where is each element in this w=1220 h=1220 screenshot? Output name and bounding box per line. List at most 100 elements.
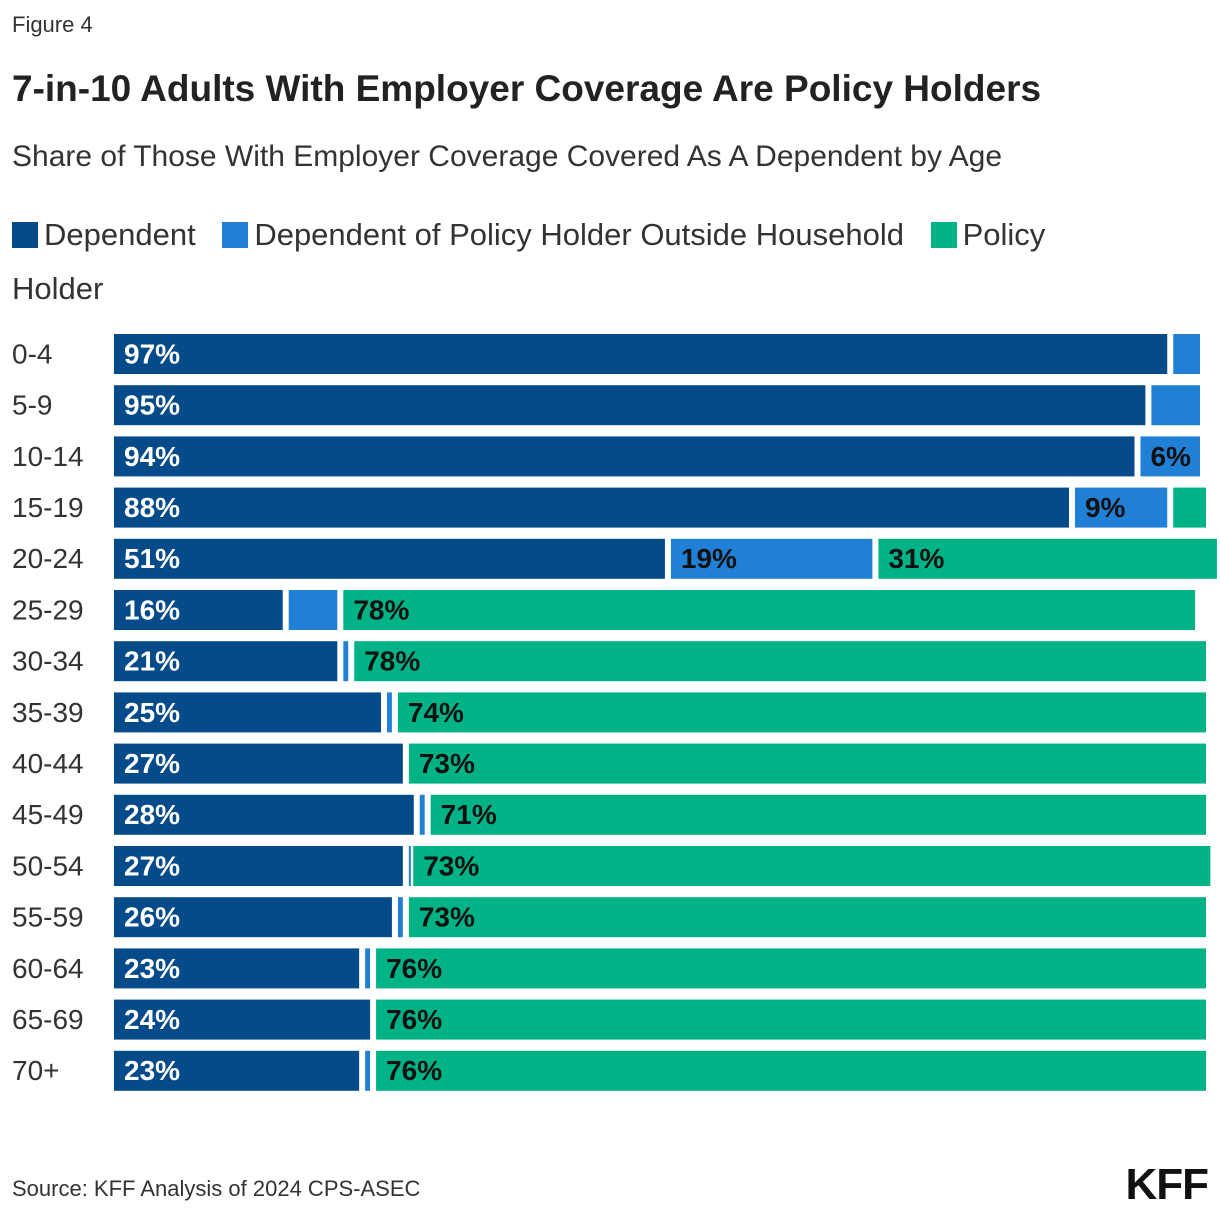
data-label: 28% [124,799,180,830]
bar-segment [114,590,283,630]
bar-segment [1173,334,1200,374]
data-label: 25% [124,697,180,728]
bar-segment [114,743,403,784]
bar-segment [365,948,371,989]
y-tick-label: 30-34 [12,646,84,677]
bar-segment [1151,385,1200,426]
bar-segment [365,1050,371,1091]
data-label: 76% [386,953,442,984]
legend-swatch [930,222,957,248]
bar-segment [397,897,403,938]
bar-segment [114,692,381,733]
bar-segment [354,641,1206,682]
legend-swatch [12,222,38,248]
bar-segment [114,436,1135,477]
y-tick-label: 35-39 [12,697,84,728]
legend-label: Policy Holder [12,217,1046,306]
data-label: 21% [124,646,180,677]
bar-segment [408,743,1207,784]
y-tick-label: 40-44 [12,748,84,779]
legend-item: Policy Holder [12,217,1045,306]
bar-segment [878,538,1217,579]
bar-segment [1140,436,1200,477]
data-label: 9% [1085,492,1126,523]
data-label: 23% [124,953,180,984]
bar-segment [114,487,1069,528]
data-label: 31% [888,543,944,574]
bar-segment [419,794,425,835]
legend: Dependent Dependent of Policy Holder Out… [12,208,1132,316]
bar-segment [397,692,1206,733]
chart-subtitle: Share of Those With Employer Coverage Co… [12,140,1003,173]
bar-segment [114,897,392,938]
y-tick-label: 70+ [12,1055,60,1086]
data-label: 24% [124,1004,180,1035]
chart-title: 7-in-10 Adults With Employer Coverage Ar… [12,68,1042,109]
bar-segment [376,999,1207,1040]
data-label: 26% [124,902,180,933]
y-tick-label: 55-59 [12,902,84,933]
figure-label: Figure 4 [12,12,93,37]
bar-segment [408,897,1207,938]
legend-swatch [222,222,249,248]
data-label: 19% [681,543,737,574]
y-tick-label: 5-9 [12,390,52,421]
bar-segment [114,334,1168,374]
data-label: 23% [124,1055,180,1086]
data-label: 95% [124,390,180,421]
data-label: 51% [124,543,180,574]
bar-segment [1074,487,1168,528]
y-tick-label: 60-64 [12,953,84,984]
data-label: 73% [419,902,475,933]
bar-segment [1173,487,1206,528]
bar-segment [670,538,873,579]
data-label: 76% [386,1004,442,1035]
data-label: 73% [419,748,475,779]
data-label: 97% [124,338,180,369]
data-label: 76% [386,1055,442,1086]
bar-segment [114,999,371,1040]
y-tick-label: 45-49 [12,799,84,830]
data-label: 74% [408,697,464,728]
y-tick-label: 65-69 [12,1004,84,1035]
data-label: 94% [124,441,180,472]
bar-segment [114,1050,360,1091]
chart: 0-4 97% 5-9 95% 10-14 94% 6% 15-19 88% 9% 20-24 51%… [12,334,1217,1091]
y-tick-label: 25-29 [12,594,84,625]
bar-segment [387,692,392,733]
bar-segment [413,846,1211,886]
bar-segment [376,948,1207,989]
y-tick-label: 10-14 [12,441,84,472]
bar-segment [288,590,338,630]
data-label: 27% [124,748,180,779]
bar-segment [114,641,338,682]
legend-item: Dependent [12,217,196,252]
legend-label: Dependent of Policy Holder Outside House… [254,217,904,252]
bar-segment [114,385,1146,426]
y-tick-label: 15-19 [12,492,84,523]
logo: KFF [1125,1160,1209,1209]
bar-segment [430,794,1206,835]
bar-segment [114,948,360,989]
data-label: 27% [124,850,180,881]
data-label: 78% [364,646,420,677]
y-tick-label: 0-4 [12,338,52,369]
data-label: 78% [353,594,409,625]
y-tick-label: 20-24 [12,543,84,574]
data-label: 16% [124,594,180,625]
bar-segment [408,846,411,886]
bar-segment [376,1050,1207,1091]
legend-item: Dependent of Policy Holder Outside House… [222,217,904,252]
data-label: 6% [1150,441,1191,472]
bar-segment [114,846,403,886]
bar-segment [343,590,1196,630]
bar-segment [114,538,665,579]
legend-label: Dependent [44,217,196,252]
data-label: 88% [124,492,180,523]
data-label: 73% [423,850,479,881]
bar-segment [343,641,349,682]
y-tick-label: 50-54 [12,850,84,881]
bar-segment [114,794,414,835]
data-label: 71% [441,799,497,830]
